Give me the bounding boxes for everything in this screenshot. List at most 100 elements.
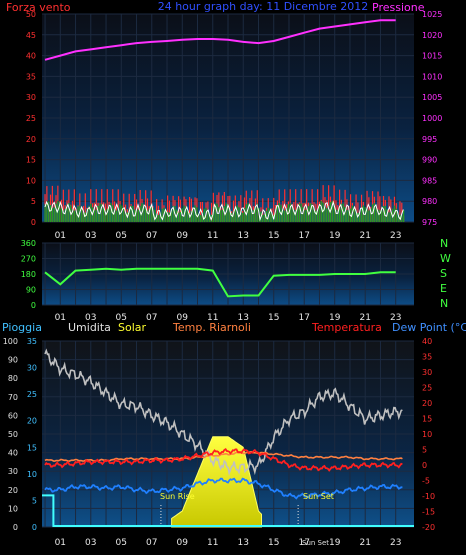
panel1-x-axis: 01 03 05 07 09 11 13 15 17 19 21 23 — [55, 231, 402, 241]
direction-line — [44, 267, 396, 298]
p2-x-tick: 01 — [55, 313, 66, 323]
p3-left-tick: 40 — [8, 449, 18, 458]
p3-left-tick: 70 — [8, 393, 18, 402]
wind-line — [44, 200, 404, 222]
p3-left-tick: 10 — [8, 504, 18, 513]
legend-humidity: Umidita — [68, 321, 111, 334]
p2-x-tick: 07 — [146, 313, 157, 323]
p2-y-tick: 90 — [26, 286, 36, 295]
p3-right-tick: -10 — [422, 492, 435, 501]
p2-x-tick: 19 — [329, 313, 341, 323]
p3-mid-tick: 0 — [32, 523, 37, 532]
p1-x-tick: 05 — [116, 231, 127, 241]
p1-x-tick: 07 — [146, 231, 157, 241]
compass-label: S — [440, 267, 447, 280]
panel3-mid-axis: 35 30 25 20 15 10 5 0 — [27, 337, 37, 532]
humidity-line — [44, 348, 403, 477]
p3-right-tick: 5 — [422, 446, 427, 455]
p3-left-tick: 60 — [8, 411, 18, 420]
p3-x-tick: 05 — [116, 538, 127, 548]
p2-x-tick: 05 — [116, 313, 127, 323]
pressure-line — [44, 19, 396, 61]
sun-bottom-label: Sun Set — [302, 539, 329, 547]
panel3-x-axis: 01 03 05 07 09 11 13 15 17 19 21 23 — [55, 538, 402, 548]
panel1-right-label: Pressione — [372, 1, 425, 14]
p3-right-tick: -5 — [422, 477, 430, 486]
p3-mid-tick: 20 — [27, 417, 37, 426]
p1-right-tick: 975 — [422, 218, 437, 227]
legend-temperature: Temperatura — [311, 321, 382, 334]
compass-label: N — [440, 297, 448, 310]
p1-left-tick: 50 — [26, 10, 36, 19]
p3-mid-tick: 30 — [27, 364, 37, 373]
compass-label: W — [440, 252, 451, 265]
p3-right-tick: 15 — [422, 415, 432, 424]
p2-x-tick: 21 — [359, 313, 370, 323]
p3-right-tick: 0 — [422, 461, 427, 470]
p3-mid-tick: 25 — [27, 390, 37, 399]
p3-mid-tick: 5 — [32, 496, 37, 505]
p3-x-tick: 17 — [299, 538, 310, 548]
p1-x-tick: 21 — [359, 231, 370, 241]
compass-label: N — [440, 237, 448, 250]
p3-left-tick: 0 — [13, 523, 18, 532]
p3-x-tick: 03 — [85, 538, 96, 548]
p1-left-tick: 5 — [31, 197, 36, 206]
panel1-series — [44, 19, 405, 222]
p1-x-tick: 15 — [268, 231, 279, 241]
p1-right-tick: 1000 — [422, 114, 442, 123]
p2-y-tick: 270 — [21, 255, 36, 264]
legend-soil-temp: Temp. Riarnoli — [172, 321, 251, 334]
p2-x-tick: 17 — [299, 313, 310, 323]
p1-x-tick: 23 — [390, 231, 401, 241]
p1-left-tick: 25 — [26, 114, 36, 123]
sun-set-label: Sun Set — [303, 492, 334, 501]
compass-label: E — [440, 282, 447, 295]
p1-left-tick: 0 — [31, 218, 36, 227]
p1-left-tick: 10 — [26, 176, 36, 185]
p3-right-tick: 40 — [422, 337, 432, 346]
p3-right-tick: -20 — [422, 523, 435, 532]
p3-x-tick: 15 — [268, 538, 279, 548]
p1-x-tick: 03 — [85, 231, 96, 241]
p1-left-tick: 20 — [26, 135, 36, 144]
p2-x-tick: 13 — [238, 313, 249, 323]
p1-x-tick: 13 — [238, 231, 249, 241]
p3-x-tick: 21 — [359, 538, 370, 548]
p3-x-tick: 01 — [55, 538, 66, 548]
p1-right-tick: 1005 — [422, 93, 442, 102]
panel2-x-axis: 01 03 05 07 09 11 13 15 17 19 21 23 — [55, 313, 402, 323]
p1-right-tick: 990 — [422, 156, 437, 165]
p1-x-tick: 11 — [207, 231, 218, 241]
p3-x-tick: 09 — [177, 538, 189, 548]
p3-right-tick: 25 — [422, 384, 432, 393]
panel2-y-axis: 360 270 180 90 0 — [21, 239, 36, 310]
p1-right-tick: 1020 — [422, 31, 442, 40]
p2-y-tick: 180 — [21, 270, 36, 279]
p3-x-tick: 07 — [146, 538, 157, 548]
p3-right-tick: 30 — [422, 368, 432, 377]
p1-left-tick: 30 — [26, 93, 36, 102]
panel3-right-axis: 40 35 30 25 20 15 10 5 0 -5 -10 -15 -20 — [422, 337, 435, 532]
p2-x-tick: 09 — [177, 313, 189, 323]
p1-right-tick: 995 — [422, 135, 437, 144]
p3-right-tick: 20 — [422, 399, 432, 408]
p3-left-tick: 100 — [3, 337, 18, 346]
p2-y-tick: 360 — [21, 239, 36, 248]
p1-left-tick: 45 — [26, 31, 36, 40]
p3-left-tick: 80 — [8, 374, 18, 383]
p2-y-tick: 0 — [31, 301, 36, 310]
p3-x-tick: 19 — [329, 538, 341, 548]
p1-right-tick: 1010 — [422, 72, 442, 81]
p1-right-tick: 980 — [422, 197, 437, 206]
p3-left-tick: 30 — [8, 467, 18, 476]
p1-x-tick: 09 — [177, 231, 189, 241]
p1-x-tick: 19 — [329, 231, 341, 241]
panel2-series — [44, 267, 396, 298]
panel1-title: 24 hour graph day: 11 Dicembre 2012 — [158, 0, 369, 13]
p1-left-tick: 15 — [26, 156, 36, 165]
panel1-right-axis: 1025 1020 1015 1010 1005 1000 995 990 985 980 975 — [422, 10, 442, 227]
